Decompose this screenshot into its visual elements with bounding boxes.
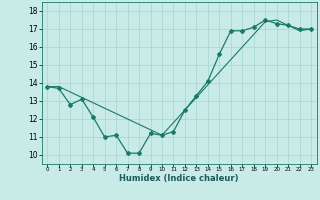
X-axis label: Humidex (Indice chaleur): Humidex (Indice chaleur) [119,174,239,183]
